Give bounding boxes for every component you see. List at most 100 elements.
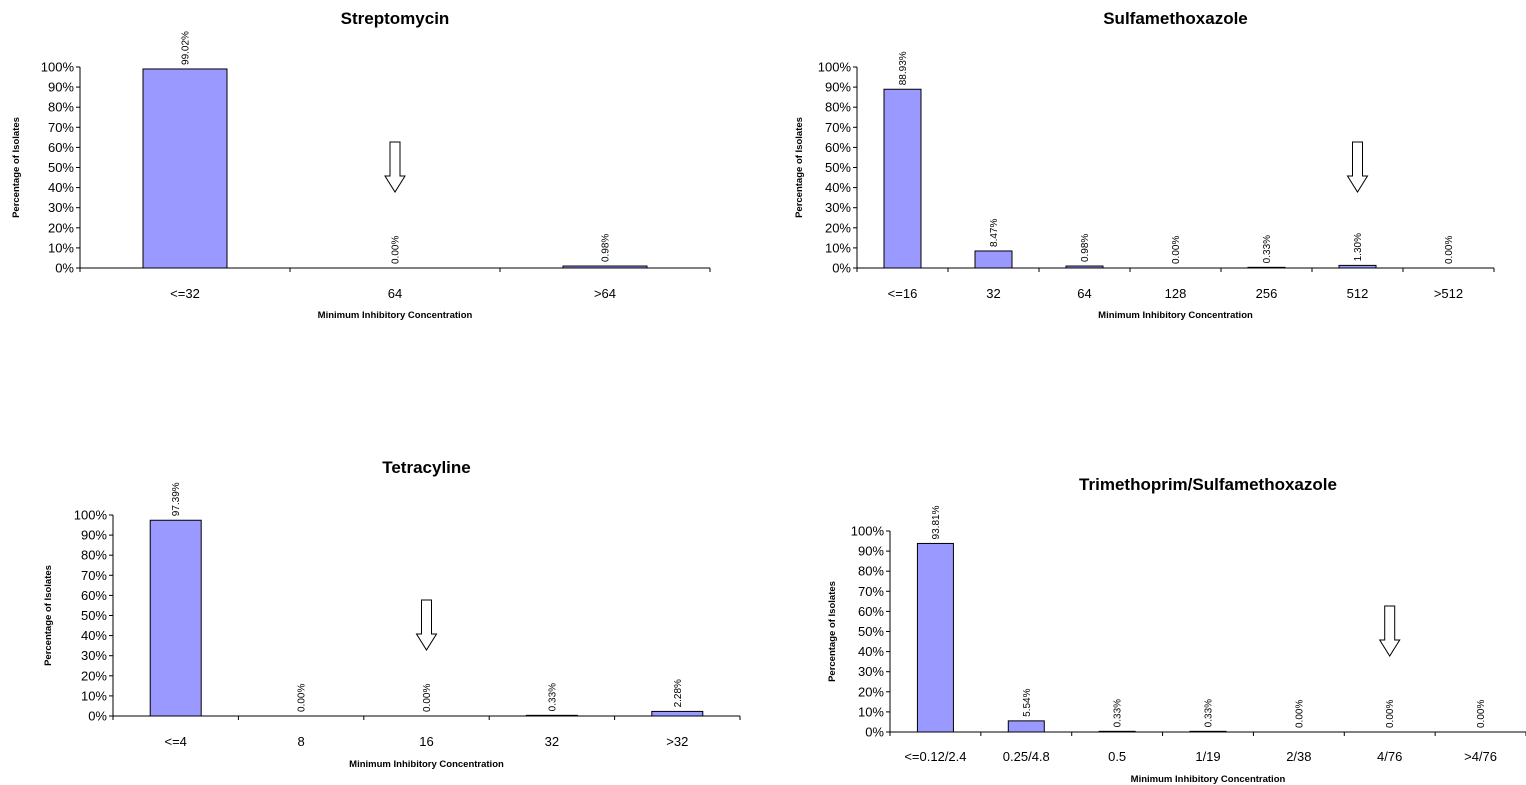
x-tick-label: 2/38 (1286, 749, 1311, 764)
y-tick-label: 80% (858, 564, 884, 579)
x-tick-label: 4/76 (1377, 749, 1402, 764)
bar (1098, 730, 1136, 733)
x-tick-label: >512 (1434, 286, 1463, 301)
bar (1338, 264, 1377, 269)
y-tick-label: 90% (858, 544, 884, 559)
data-label: 88.93% (898, 51, 909, 85)
y-tick-label: 0% (832, 261, 851, 276)
y-tick-label: 50% (825, 160, 851, 175)
x-tick-label: 8 (297, 734, 304, 749)
y-tick-label: 100% (74, 508, 108, 523)
y-tick-label: 40% (48, 180, 74, 195)
y-tick-label: 100% (818, 60, 852, 75)
y-tick-label: 60% (825, 140, 851, 155)
x-tick-label: 512 (1347, 286, 1369, 301)
y-axis-title: Percentage of Isolates (827, 581, 838, 682)
data-label: 0.00% (1444, 236, 1455, 264)
x-tick-label: >64 (594, 286, 616, 301)
x-tick-label: <=16 (888, 286, 918, 301)
chart-panel: Trimethoprim/Sulfamethoxazole 0% 10% 20% 30%… (827, 475, 1526, 785)
data-label: 93.81% (931, 505, 942, 539)
y-tick-label: 10% (48, 240, 74, 255)
y-tick-label: 30% (825, 200, 851, 215)
y-tick-label: 60% (81, 588, 107, 603)
bar (1247, 266, 1286, 269)
chart-panel: Streptomycin 0% 10% 20% 30% 40% 50% 60% 70% 80% 90… (11, 9, 711, 321)
y-tick-label: 80% (825, 100, 851, 115)
x-tick-label: >32 (666, 734, 688, 749)
data-label: 0.00% (422, 684, 433, 712)
data-label: 0.00% (391, 236, 402, 264)
data-label: 0.33% (1204, 699, 1215, 727)
y-tick-label: 50% (81, 608, 107, 623)
y-tick-label: 10% (858, 704, 884, 719)
bar (1189, 730, 1227, 733)
bar (1065, 265, 1104, 269)
x-tick-label: 0.25/4.8 (1003, 749, 1050, 764)
data-label: 5.54% (1022, 688, 1033, 716)
bar (1007, 720, 1045, 733)
y-tick-label: 10% (81, 688, 107, 703)
y-tick-label: 40% (858, 644, 884, 659)
y-tick-label: 90% (81, 528, 107, 543)
y-tick-label: 50% (858, 624, 884, 639)
x-axis-title: Minimum Inhibitory Concentration (1131, 774, 1286, 785)
x-axis-title: Minimum Inhibitory Concentration (318, 310, 473, 321)
data-label: 0.33% (1262, 235, 1273, 263)
y-tick-label: 30% (858, 664, 884, 679)
data-label: 0.00% (297, 684, 308, 712)
y-tick-label: 90% (825, 80, 851, 95)
bar (651, 710, 704, 717)
y-tick-label: 10% (825, 240, 851, 255)
chart-title: Streptomycin (341, 9, 450, 28)
data-label: 1.30% (1353, 233, 1364, 261)
data-label: 0.00% (1476, 700, 1487, 728)
chart-title: Sulfamethoxazole (1103, 9, 1248, 28)
chart-title: Trimethoprim/Sulfamethoxazole (1079, 475, 1337, 494)
y-tick-label: 20% (81, 668, 107, 683)
y-tick-label: 20% (48, 220, 74, 235)
x-tick-label: 1/19 (1195, 749, 1220, 764)
data-label: 0.98% (1080, 234, 1091, 262)
y-tick-label: 0% (865, 725, 884, 740)
data-label: 0.98% (601, 234, 612, 262)
x-axis-title: Minimum Inhibitory Concentration (349, 759, 504, 770)
y-tick-label: 80% (81, 548, 107, 563)
x-tick-label: 64 (388, 286, 402, 301)
chart-title: Tetracyline (382, 458, 471, 477)
y-tick-label: 20% (858, 684, 884, 699)
x-tick-label: 32 (986, 286, 1000, 301)
data-label: 0.33% (547, 683, 558, 711)
chart-panel: Sulfamethoxazole 0% 10% 20% 30% 40% 50% 60% 70% 8… (794, 9, 1495, 321)
bar (149, 519, 202, 717)
y-tick-label: 60% (48, 140, 74, 155)
x-tick-label: 128 (1165, 286, 1187, 301)
y-tick-label: 40% (81, 628, 107, 643)
x-tick-label: 16 (419, 734, 433, 749)
data-label: 2.28% (673, 679, 684, 707)
bar (562, 265, 648, 269)
y-tick-label: 20% (825, 220, 851, 235)
y-tick-label: 40% (825, 180, 851, 195)
y-tick-label: 70% (81, 568, 107, 583)
x-tick-label: 32 (545, 734, 559, 749)
data-label: 97.39% (171, 482, 182, 516)
bar (525, 714, 578, 717)
data-label: 0.00% (1385, 700, 1396, 728)
y-tick-label: 30% (48, 200, 74, 215)
y-tick-label: 100% (851, 524, 885, 539)
bar (883, 88, 922, 269)
data-label: 0.00% (1171, 236, 1182, 264)
bar (974, 250, 1013, 269)
y-tick-label: 50% (48, 160, 74, 175)
x-tick-label: 256 (1256, 286, 1278, 301)
data-label: 8.47% (989, 219, 1000, 247)
breakpoint-arrow-icon (415, 599, 438, 651)
data-label: 0.33% (1113, 699, 1124, 727)
y-tick-label: 60% (858, 604, 884, 619)
y-axis-title: Percentage of Isolates (794, 117, 805, 218)
data-label: 0.00% (1294, 700, 1305, 728)
y-tick-label: 90% (48, 80, 74, 95)
y-axis-title: Percentage of Isolates (43, 565, 54, 666)
